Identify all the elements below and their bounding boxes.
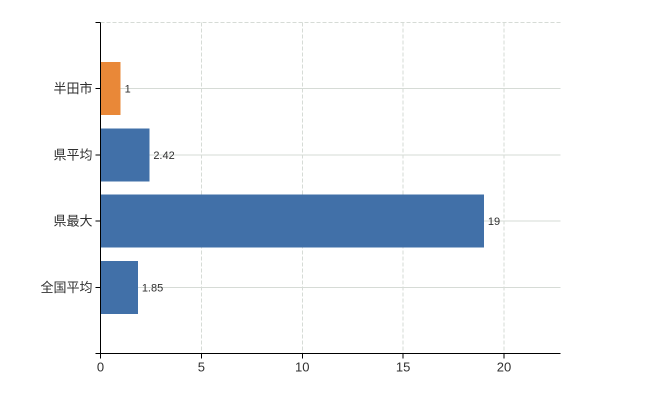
category-label: 県最大 <box>53 214 92 229</box>
x-tick-label: 0 <box>97 360 104 375</box>
x-tick-label: 20 <box>497 360 511 375</box>
bar-県平均 <box>100 128 150 182</box>
value-label: 2.42 <box>153 150 174 162</box>
bar-全国平均 <box>100 260 138 314</box>
category-label: 半田市 <box>53 81 92 96</box>
value-label: 1 <box>125 84 131 96</box>
x-tick-label: 10 <box>295 360 309 375</box>
bar-県最大 <box>100 194 484 248</box>
value-label: 19 <box>488 216 500 228</box>
category-label: 全国平均 <box>40 280 92 295</box>
category-label: 県平均 <box>53 147 92 162</box>
value-label: 1.85 <box>142 282 163 294</box>
bar-半田市 <box>100 62 121 116</box>
x-tick-label: 5 <box>198 360 205 375</box>
x-tick-label: 15 <box>396 360 410 375</box>
